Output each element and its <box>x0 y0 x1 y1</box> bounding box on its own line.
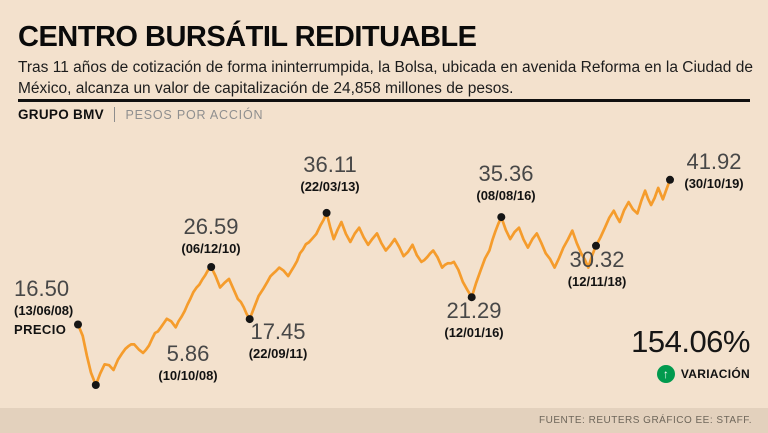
price-annotation: 36.11 (22/03/13) <box>300 152 360 194</box>
point-value: 26.59 <box>183 214 239 239</box>
point-date: (10/10/08) <box>158 367 218 383</box>
price-annotation: 17.45 (22/09/11) <box>248 319 308 361</box>
point-value: 35.36 <box>478 161 534 186</box>
price-annotation: 5.86 (10/10/08) <box>158 341 218 383</box>
price-annotation: 30.32 (12/11/18) <box>567 247 627 289</box>
data-point-marker <box>322 208 331 217</box>
point-date: (12/11/18) <box>567 273 627 289</box>
data-point-marker <box>497 213 506 222</box>
intro-text: Tras 11 años de cotización de forma inin… <box>18 58 753 97</box>
footer-bar: FUENTE: REUTERS GRÁFICO EE: STAFF. <box>0 408 768 433</box>
data-point-marker <box>666 175 674 184</box>
series-name: GRUPO BMV <box>18 107 104 122</box>
data-point-marker <box>245 315 254 324</box>
point-value: 41.92 <box>686 149 742 174</box>
price-annotation: 26.59 (06/12/10) <box>181 214 241 256</box>
price-annotation: 35.36 (08/08/16) <box>476 161 536 203</box>
point-value: 16.50 <box>14 276 70 301</box>
price-annotation: 16.50 (13/06/08) PRECIO <box>14 276 74 337</box>
point-value: 36.11 <box>303 152 357 177</box>
point-date: (08/08/16) <box>476 187 536 203</box>
point-value: 30.32 <box>569 247 625 272</box>
variation-row: ↑ VARIACIÓN <box>631 365 750 383</box>
data-point-marker <box>592 241 600 250</box>
data-point-marker <box>74 320 82 329</box>
price-line <box>76 178 672 387</box>
variation-label: VARIACIÓN <box>680 367 750 381</box>
data-point-marker <box>467 293 476 302</box>
point-date: (12/01/16) <box>444 324 504 340</box>
up-arrow-icon: ↑ <box>656 365 675 383</box>
point-value: 21.29 <box>446 298 502 323</box>
source-credit: FUENTE: REUTERS GRÁFICO EE: STAFF. <box>539 415 752 426</box>
page-title: CENTRO BURSÁTIL REDITUABLE <box>18 21 477 54</box>
data-point-marker <box>91 381 100 389</box>
point-date: (30/10/19) <box>684 175 744 191</box>
series-unit: PESOS POR ACCIÓN <box>125 107 264 122</box>
variation-value: 154.06% <box>631 324 750 359</box>
variation-block: 154.06% ↑ VARIACIÓN <box>631 324 750 383</box>
point-date: (22/09/11) <box>248 345 308 361</box>
price-annotation: 41.92 (30/10/19) <box>684 149 744 191</box>
series-header: GRUPO BMV PESOS POR ACCIÓN <box>18 107 263 122</box>
point-date: (13/06/08) <box>14 302 74 318</box>
data-point-marker <box>207 263 216 271</box>
point-date: (22/03/13) <box>300 178 360 194</box>
point-value: 5.86 <box>166 341 210 366</box>
point-value: 17.45 <box>250 319 306 344</box>
header-divider <box>113 107 116 122</box>
point-note: PRECIO <box>14 321 67 337</box>
price-annotation: 21.29 (12/01/16) <box>444 298 504 340</box>
header-rule <box>18 99 750 102</box>
point-date: (06/12/10) <box>181 240 241 256</box>
